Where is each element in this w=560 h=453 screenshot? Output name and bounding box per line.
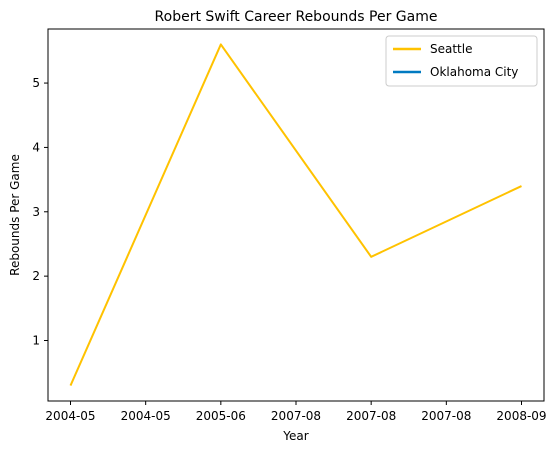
chart-title: Robert Swift Career Rebounds Per Game xyxy=(155,9,438,25)
x-tick-label: 2007-08 xyxy=(421,409,471,423)
y-tick-label: 2 xyxy=(32,269,40,283)
legend-label-seattle: Seattle xyxy=(430,42,472,56)
plot-area: 2004-05 2004-05 2005-06 2007-08 2007-08 2007-… xyxy=(32,28,547,423)
x-tick-label: 2007-08 xyxy=(271,409,321,423)
y-tick-label: 4 xyxy=(32,140,40,154)
y-axis-label: Rebounds Per Game xyxy=(8,154,22,276)
x-tick-label: 2004-05 xyxy=(45,409,95,423)
x-axis-ticks: 2004-05 2004-05 2005-06 2007-08 2007-08 2007-… xyxy=(45,401,547,423)
series-line-seattle xyxy=(69,43,522,386)
legend-label-oklahoma-city: Oklahoma City xyxy=(430,65,518,79)
y-tick-label: 5 xyxy=(32,76,40,90)
x-tick-label: 2005-06 xyxy=(196,409,246,423)
y-tick-label: 3 xyxy=(32,205,40,219)
y-axis-ticks: 1 2 3 4 5 xyxy=(32,76,48,348)
legend-box xyxy=(385,35,538,87)
legend: Seattle Oklahoma City xyxy=(385,35,538,87)
x-tick-label: 2004-05 xyxy=(121,409,171,423)
x-tick-label: 2007-08 xyxy=(346,409,396,423)
x-axis-label: Year xyxy=(282,429,308,443)
y-tick-label: 1 xyxy=(32,334,40,348)
x-tick-label: 2008-09 xyxy=(496,409,546,423)
series-layer xyxy=(69,43,522,386)
